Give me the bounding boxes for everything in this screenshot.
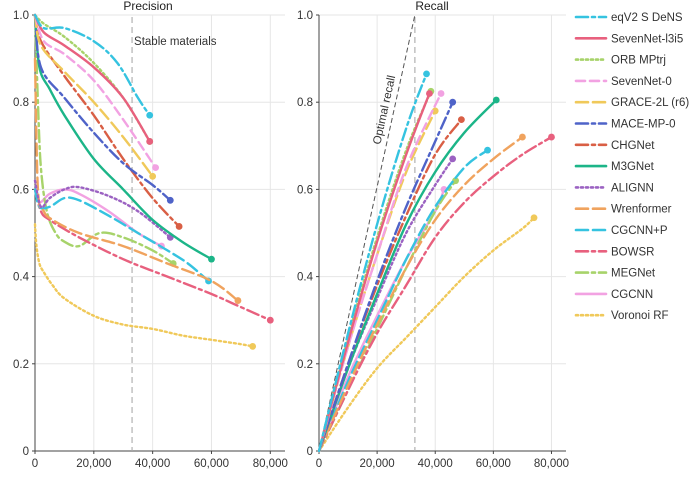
- recall-y-tick-label: 0.6: [297, 184, 313, 196]
- precision-endpoint-wrenformer: [234, 297, 242, 304]
- recall-y-tick-label: 1.0: [297, 10, 313, 22]
- legend-label-cgcnn-p: CGCNN+P: [611, 225, 668, 237]
- precision-endpoint-sevennet-l3i5: [146, 138, 154, 145]
- recall-y-tick-label: 0.2: [297, 359, 313, 371]
- recall-endpoint-eqv2-s-dens: [423, 70, 430, 78]
- precision-series-sevennet-l3i5: [33, 13, 151, 143]
- precision-endpoint-sevennet-0: [152, 164, 159, 172]
- recall-series-wrenformer: [317, 135, 524, 453]
- legend-label-eqv2-s-dens: eqV2 S DeNS: [611, 12, 683, 24]
- precision-endpoint-bowsr: [266, 316, 274, 324]
- recall-y-tick-label: 0.8: [297, 97, 313, 109]
- recall-endpoint-bowsr: [548, 133, 555, 141]
- recall-endpoint-chgnet: [457, 116, 465, 124]
- precision-y-tick-label: 0.2: [13, 359, 29, 371]
- recall-x-tick-label: 40,000: [418, 458, 453, 470]
- recall-series-m3gnet: [317, 98, 498, 453]
- precision-y-tick-label: 0.4: [13, 272, 30, 284]
- precision-series-sevennet-0: [33, 13, 157, 169]
- precision-series-eqv2-s-dens: [33, 13, 151, 117]
- precision-series-m3gnet: [33, 13, 213, 261]
- recall-series-eqv2-s-dens: [317, 72, 428, 453]
- recall-panel: 0 0.2 0.4 0.6 0.8 1.0 0 20,000 40,000 60,000 80,00…: [297, 0, 569, 470]
- recall-endpoint-megnet: [452, 177, 459, 185]
- recall-y-tick-label: 0.4: [297, 272, 314, 284]
- legend-label-alignn: ALIGNN: [611, 182, 654, 194]
- legend-label-mace-mp-0: MACE-MP-0: [611, 119, 676, 131]
- recall-endpoint-sevennet-0: [437, 90, 445, 97]
- recall-x-tick-label: 0: [316, 458, 322, 470]
- precision-panel: 0 0.2 0.4 0.6 0.8 1.0 0 20,000 40,000 60,000 80,00…: [13, 0, 288, 470]
- precision-endpoint-grace-2l-r6: [149, 172, 157, 180]
- precision-x-tick-label: 0: [32, 458, 38, 470]
- precision-endpoint-mace-mp-0: [166, 196, 174, 204]
- stable-materials-label: Stable materials: [134, 36, 217, 48]
- precision-series-grace-2l-r6: [33, 13, 154, 178]
- precision-endpoint-voronoi-rf: [249, 342, 257, 350]
- legend-label-cgcnn: CGCNN: [611, 289, 653, 301]
- legend-label-m3gnet: M3GNet: [611, 161, 655, 173]
- recall-endpoint-m3gnet: [492, 96, 500, 104]
- legend-label-grace-2l-r6: GRACE-2L (r6): [611, 97, 689, 109]
- legend-label-sevennet-l3i5: SevenNet-l3i5: [611, 33, 683, 45]
- legend-label-megnet: MEGNet: [611, 268, 656, 280]
- recall-series-sevennet-0: [317, 92, 443, 453]
- precision-endpoint-chgnet: [175, 223, 183, 230]
- precision-series-bowsr: [33, 188, 272, 322]
- precision-series-alignn: [33, 179, 172, 239]
- precision-series-wrenformer: [33, 57, 240, 302]
- recall-y-tick-label: 0: [307, 446, 313, 458]
- recall-x-tick-label: 20,000: [360, 458, 395, 470]
- recall-endpoint-grace-2l-r6: [431, 107, 439, 115]
- legend-label-orb-mptrj: ORB MPtrj: [611, 55, 666, 67]
- recall-endpoint-sevennet-l3i5: [426, 90, 433, 97]
- precision-series-mace-mp-0: [33, 13, 172, 202]
- precision-series-cgcnn: [33, 188, 163, 248]
- precision-x-tick-label: 20,000: [76, 458, 111, 470]
- optimal-recall-line: [318, 14, 416, 452]
- recall-endpoint-voronoi-rf: [530, 214, 538, 222]
- legend-label-chgnet: CHGNet: [611, 140, 655, 152]
- legend-label-wrenformer: Wrenformer: [611, 204, 672, 216]
- precision-x-tick-label: 60,000: [194, 458, 229, 470]
- legend-label-voronoi-rf: Voronoi RF: [611, 310, 669, 322]
- recall-x-tick-label: 60,000: [476, 458, 511, 470]
- legend-label-bowsr: BOWSR: [611, 246, 654, 258]
- precision-title: Precision: [123, 0, 172, 13]
- legend-label-sevennet-0: SevenNet-0: [611, 76, 672, 88]
- recall-series-cgcnn-p: [317, 149, 489, 453]
- recall-series-sevennet-l3i5: [317, 92, 431, 453]
- recall-series-mace-mp-0: [317, 101, 454, 453]
- precision-x-tick-label: 40,000: [135, 458, 170, 470]
- legend: eqV2 S DeNS SevenNet-l3i5 ORB MPtrj SevenNe…: [574, 12, 689, 322]
- precision-series-megnet: [33, 13, 175, 265]
- precision-y-tick-label: 0.8: [13, 97, 29, 109]
- precision-endpoint-eqv2-s-dens: [146, 111, 154, 119]
- recall-x-tick-label: 80,000: [534, 458, 569, 470]
- precision-series-chgnet: [33, 13, 181, 228]
- recall-endpoint-cgcnn-p: [484, 146, 491, 154]
- recall-endpoint-mace-mp-0: [449, 98, 457, 106]
- precision-y-tick-label: 1.0: [13, 10, 29, 22]
- precision-endpoint-m3gnet: [208, 255, 215, 263]
- recall-series-voronoi-rf: [317, 216, 536, 453]
- recall-endpoint-wrenformer: [519, 133, 526, 141]
- recall-title: Recall: [415, 0, 448, 13]
- recall-endpoint-alignn: [449, 155, 457, 163]
- precision-y-tick-label: 0.6: [13, 184, 29, 196]
- recall-series-bowsr: [317, 135, 553, 453]
- optimal-recall-label: Optimal recall: [371, 74, 398, 145]
- precision-series-voronoi-rf: [33, 223, 254, 348]
- precision-x-tick-label: 80,000: [253, 458, 288, 470]
- precision-series-cgcnn-p: [33, 188, 210, 283]
- precision-y-tick-label: 0: [23, 446, 29, 458]
